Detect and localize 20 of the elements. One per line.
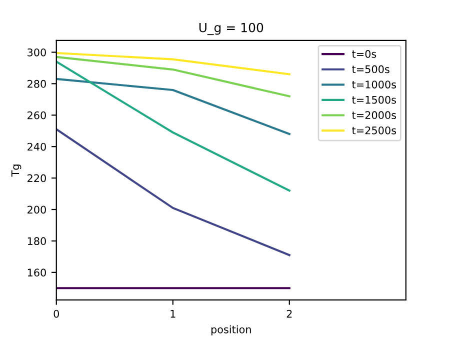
y-tick-label: 300 bbox=[28, 48, 46, 56]
chart-title: U_g = 100 bbox=[199, 22, 264, 36]
y-tick-label: 180 bbox=[28, 237, 46, 246]
x-tick-label: 1 bbox=[170, 310, 176, 318]
legend-label: t=0s bbox=[352, 50, 376, 58]
x-tick-label: 0 bbox=[54, 310, 59, 318]
x-tick-label: 2 bbox=[286, 310, 292, 318]
x-axis-title: position bbox=[211, 325, 251, 336]
y-tick-label: 280 bbox=[28, 80, 46, 88]
legend-label: t=1000s bbox=[352, 80, 396, 88]
legend-label: t=2500s bbox=[352, 126, 396, 134]
y-tick-label: 200 bbox=[28, 206, 46, 214]
legend-label: t=1500s bbox=[352, 96, 396, 104]
y-tick-label: 220 bbox=[28, 174, 46, 182]
y-axis-title: Tg bbox=[11, 164, 22, 177]
legend-label: t=2000s bbox=[352, 111, 396, 120]
y-tick-label: 160 bbox=[28, 268, 46, 277]
y-tick-label: 240 bbox=[28, 142, 46, 151]
y-tick-label: 260 bbox=[28, 111, 46, 120]
legend-label: t=500s bbox=[352, 65, 390, 74]
